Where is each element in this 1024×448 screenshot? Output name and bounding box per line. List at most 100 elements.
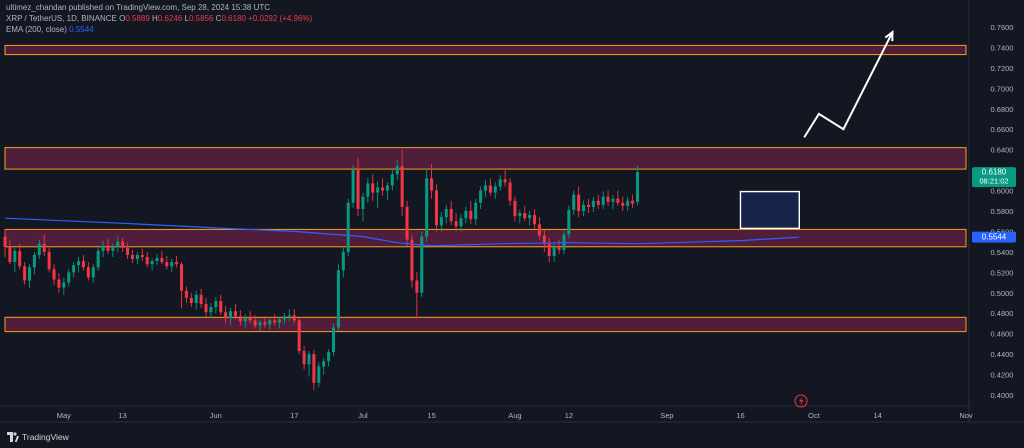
time-tick-label: Sep	[660, 411, 673, 420]
price-tick-label: 0.6400	[991, 146, 1014, 155]
candle	[513, 196, 517, 222]
candle	[145, 251, 149, 268]
candle	[616, 190, 620, 206]
price-tick-label: 0.5800	[991, 207, 1014, 216]
price-tick-label: 0.4800	[991, 309, 1014, 318]
candle	[57, 273, 61, 293]
candle	[405, 200, 409, 247]
candle	[248, 311, 252, 324]
candle	[385, 182, 389, 200]
price-tick-label: 0.7200	[991, 64, 1014, 73]
projection-arrow-head	[884, 30, 894, 42]
candle	[444, 204, 448, 224]
zone-2[interactable]	[4, 147, 967, 170]
candle	[430, 163, 434, 199]
candle	[537, 217, 541, 240]
price-tick-label: 0.7000	[991, 84, 1014, 93]
projection-arrow[interactable]	[803, 31, 894, 138]
candle	[121, 237, 125, 252]
ema-value: 0.5544	[69, 25, 94, 34]
candle	[336, 264, 340, 332]
price-tick-label: 0.5400	[991, 248, 1014, 257]
consolidation-box[interactable]	[739, 190, 800, 230]
open-value: 0.5889	[125, 14, 150, 23]
candle	[371, 174, 375, 201]
last-price-value: 0.6180	[982, 168, 1007, 177]
time-tick-label: May	[57, 411, 71, 420]
candle	[533, 208, 537, 229]
price-tick-label: 0.4200	[991, 371, 1014, 380]
candle	[165, 255, 169, 270]
candle	[52, 264, 56, 285]
candle	[459, 214, 463, 232]
candle	[498, 175, 502, 191]
candle	[278, 317, 282, 329]
candle	[528, 211, 532, 226]
candle	[287, 309, 291, 322]
candle	[611, 194, 615, 209]
candle	[297, 317, 301, 355]
candle	[567, 205, 571, 239]
zone-4[interactable]	[4, 316, 967, 333]
candle	[214, 296, 218, 314]
candle	[420, 231, 424, 297]
candle	[586, 198, 590, 214]
candle	[224, 306, 228, 324]
open-label: O	[119, 14, 126, 23]
candle	[229, 308, 233, 326]
price-tick-label: 0.6800	[991, 105, 1014, 114]
candle	[331, 323, 336, 357]
candle	[557, 239, 561, 254]
candle	[219, 294, 223, 316]
candle	[111, 243, 115, 257]
candle	[307, 351, 311, 377]
candle	[400, 149, 404, 217]
footer-brand[interactable]: TradingView	[22, 432, 69, 442]
ema-price-badge	[972, 231, 1016, 243]
candle	[189, 292, 193, 308]
candle	[449, 200, 453, 226]
high-value: 0.6246	[157, 14, 183, 23]
candle	[263, 316, 267, 328]
candle	[179, 262, 184, 309]
candle	[518, 209, 522, 224]
candle	[91, 264, 95, 283]
candle	[503, 170, 507, 187]
tradingview-logo-icon[interactable]	[7, 432, 19, 442]
time-tick-label: 15	[427, 411, 435, 420]
time-axis[interactable]: May 13 Jun 17 Jul 15 Aug 12 Sep 16 Oct 14 Nov	[57, 411, 973, 420]
candle	[479, 186, 483, 209]
symbol-legend[interactable]: XRP / TetherUS, 1D, BINANCE O0.5889 H0.6…	[6, 14, 312, 23]
candle	[23, 262, 27, 285]
candle	[322, 358, 326, 375]
candle	[106, 238, 110, 254]
publish-line: ultimez_chandan published on TradingView…	[6, 3, 271, 12]
candle	[547, 237, 551, 263]
time-tick-label: Nov	[959, 411, 973, 420]
candle	[493, 182, 497, 199]
candle	[434, 184, 438, 232]
candle	[508, 178, 512, 206]
zone-1[interactable]	[4, 44, 967, 56]
candle	[32, 251, 36, 275]
candle	[395, 159, 399, 181]
ema-legend[interactable]: EMA (200, close) 0.5544	[6, 25, 94, 34]
ema-200-line	[4, 217, 800, 247]
candle	[86, 262, 90, 281]
time-tick-label: Jun	[210, 411, 222, 420]
candle	[243, 314, 247, 328]
candle	[361, 192, 365, 222]
candle	[199, 288, 203, 309]
candle	[341, 246, 345, 278]
candle	[130, 249, 134, 264]
price-tick-label: 0.5000	[991, 289, 1014, 298]
lightning-icon[interactable]	[794, 394, 808, 408]
candle	[67, 269, 71, 287]
candle	[62, 277, 66, 295]
ema-price-value: 0.5544	[982, 233, 1007, 242]
bar-countdown: 08:21:02	[979, 177, 1008, 186]
candle	[572, 190, 576, 216]
price-tick-label: 0.7600	[991, 23, 1014, 32]
price-tick-label: 0.4600	[991, 330, 1014, 339]
